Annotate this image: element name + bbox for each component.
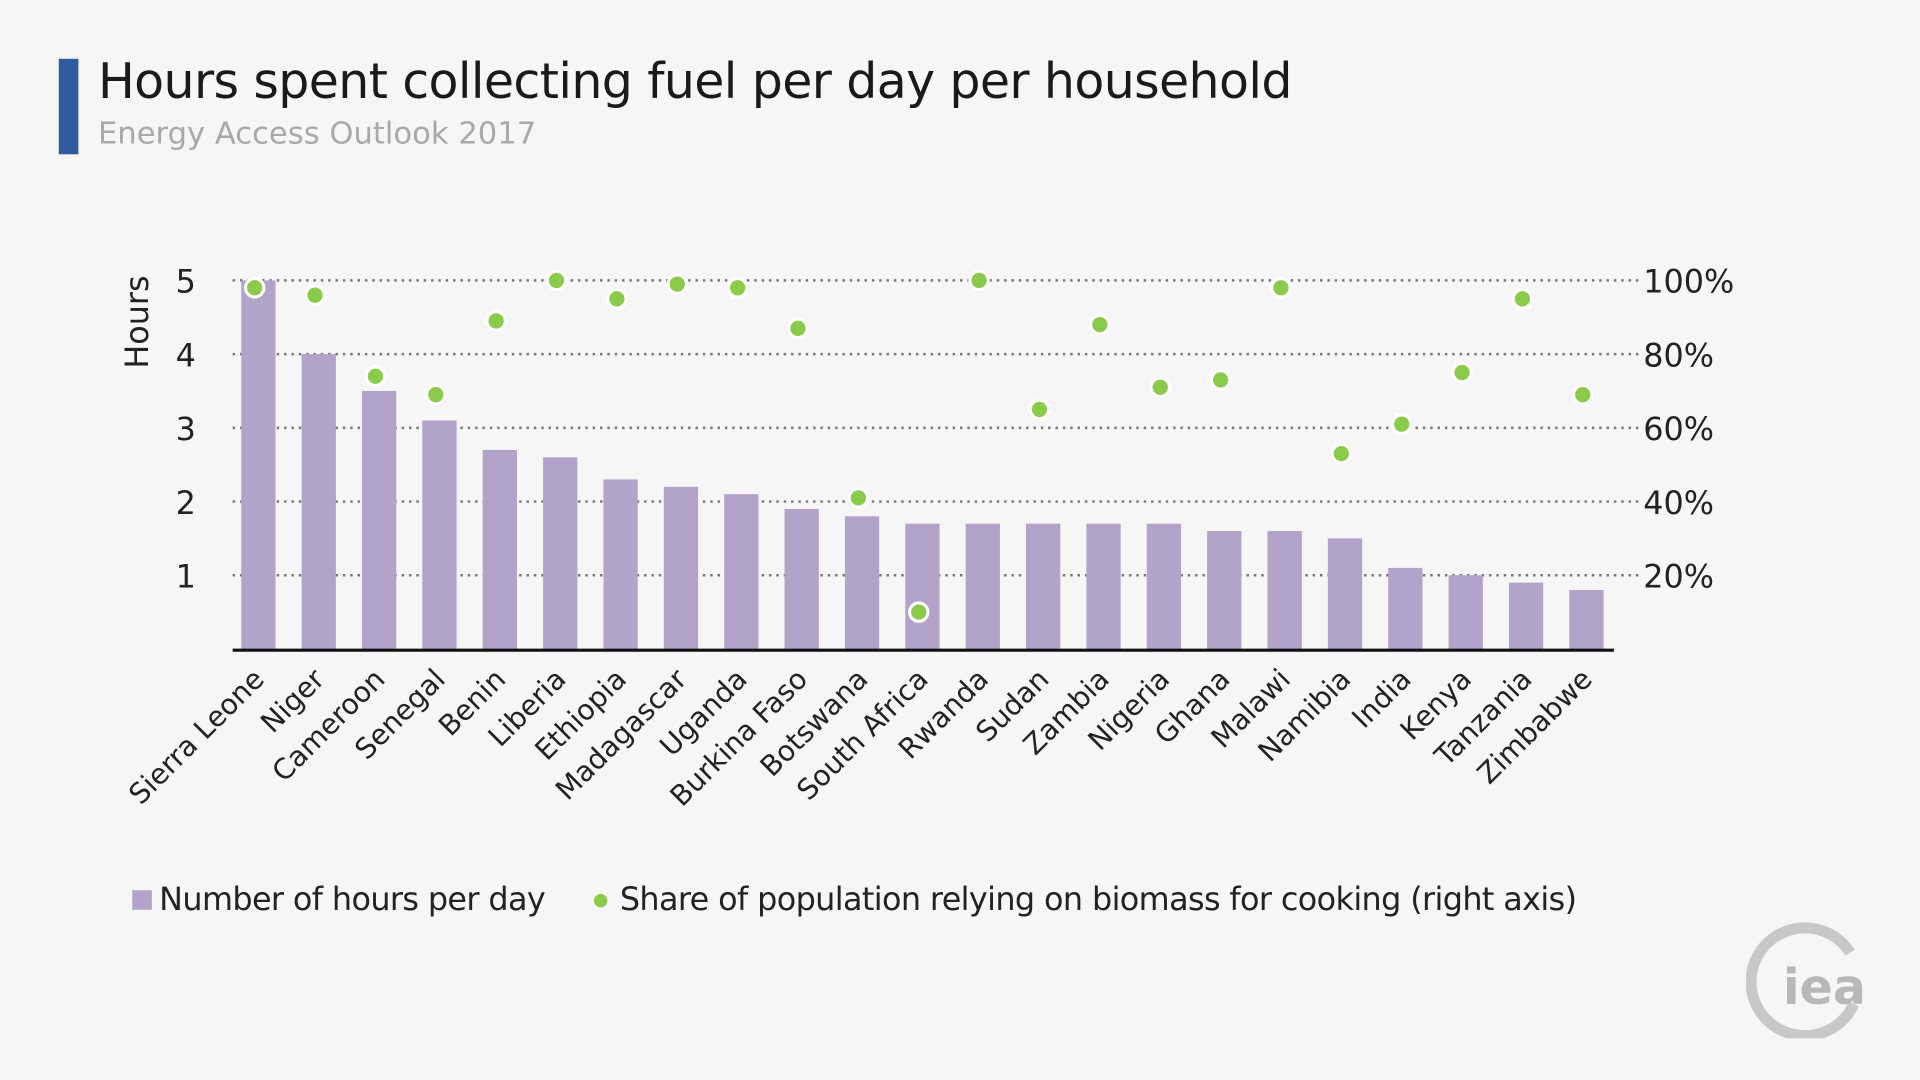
y2-tick-label: 40% bbox=[1643, 484, 1714, 522]
data-point bbox=[545, 269, 568, 292]
y2-tick-label: 100% bbox=[1643, 263, 1734, 301]
data-point bbox=[304, 284, 326, 306]
x-tick-label: Sierra Leone bbox=[122, 662, 270, 810]
bar bbox=[1267, 531, 1302, 649]
bar bbox=[603, 479, 638, 649]
data-point bbox=[1089, 313, 1111, 336]
chart-title: Hours spent collecting fuel per day per … bbox=[97, 53, 1292, 111]
data-point bbox=[1390, 413, 1413, 435]
y-axis-label: Hours bbox=[118, 275, 156, 368]
bar bbox=[361, 390, 397, 649]
y-tick-label: 1 bbox=[176, 558, 196, 596]
y-tick-label: 5 bbox=[176, 263, 196, 301]
bar bbox=[965, 523, 1000, 649]
data-point bbox=[1451, 361, 1473, 384]
data-point bbox=[425, 383, 447, 406]
iea-logo: iea bbox=[1746, 922, 1866, 1039]
data-point bbox=[1270, 277, 1292, 299]
data-point bbox=[364, 365, 387, 387]
bar bbox=[1146, 523, 1182, 649]
data-point bbox=[485, 310, 507, 332]
data-point bbox=[666, 273, 688, 295]
legend-dot-swatch bbox=[594, 893, 608, 907]
bar bbox=[1388, 567, 1423, 649]
bar bbox=[241, 280, 276, 649]
y2-tick-label: 60% bbox=[1643, 410, 1714, 448]
y-tick-label: 4 bbox=[176, 336, 196, 374]
bar bbox=[724, 494, 759, 649]
bar bbox=[1026, 523, 1061, 649]
data-point bbox=[787, 317, 809, 340]
y-tick-label: 2 bbox=[176, 484, 196, 522]
legend-bar-swatch bbox=[132, 890, 152, 910]
bar bbox=[301, 354, 336, 649]
legend-bar-label: Number of hours per day bbox=[159, 881, 546, 919]
legend-dot-label: Share of population relying on biomass f… bbox=[619, 881, 1577, 919]
data-point bbox=[908, 601, 930, 623]
bar bbox=[1508, 582, 1544, 649]
chart-subtitle: Energy Access Outlook 2017 bbox=[97, 115, 537, 151]
bar bbox=[422, 420, 457, 649]
bar bbox=[844, 516, 880, 649]
legend: Number of hours per day Share of populat… bbox=[132, 881, 1577, 919]
bar bbox=[905, 523, 940, 649]
title-accent-bar bbox=[58, 58, 79, 155]
bar bbox=[1569, 590, 1604, 649]
data-point bbox=[1330, 442, 1353, 465]
bar bbox=[543, 457, 578, 649]
y2-tick-label: 80% bbox=[1643, 336, 1714, 374]
data-point bbox=[606, 288, 628, 310]
bar bbox=[482, 449, 517, 649]
data-point bbox=[1149, 376, 1171, 399]
bar bbox=[1327, 538, 1363, 649]
data-point bbox=[243, 277, 266, 299]
data-point bbox=[1572, 383, 1594, 406]
svg-text:iea: iea bbox=[1783, 959, 1866, 1016]
bar bbox=[1086, 523, 1121, 649]
bar bbox=[1448, 575, 1483, 649]
bar bbox=[784, 508, 819, 649]
y2-tick-label: 20% bbox=[1643, 558, 1714, 596]
data-point bbox=[847, 487, 870, 509]
y-tick-label: 3 bbox=[176, 410, 196, 448]
data-point bbox=[726, 277, 749, 299]
bar bbox=[663, 486, 699, 649]
data-point bbox=[1209, 369, 1232, 391]
data-point bbox=[968, 269, 990, 292]
data-point bbox=[1511, 288, 1534, 310]
bar bbox=[1207, 531, 1242, 649]
data-point bbox=[1028, 398, 1051, 421]
